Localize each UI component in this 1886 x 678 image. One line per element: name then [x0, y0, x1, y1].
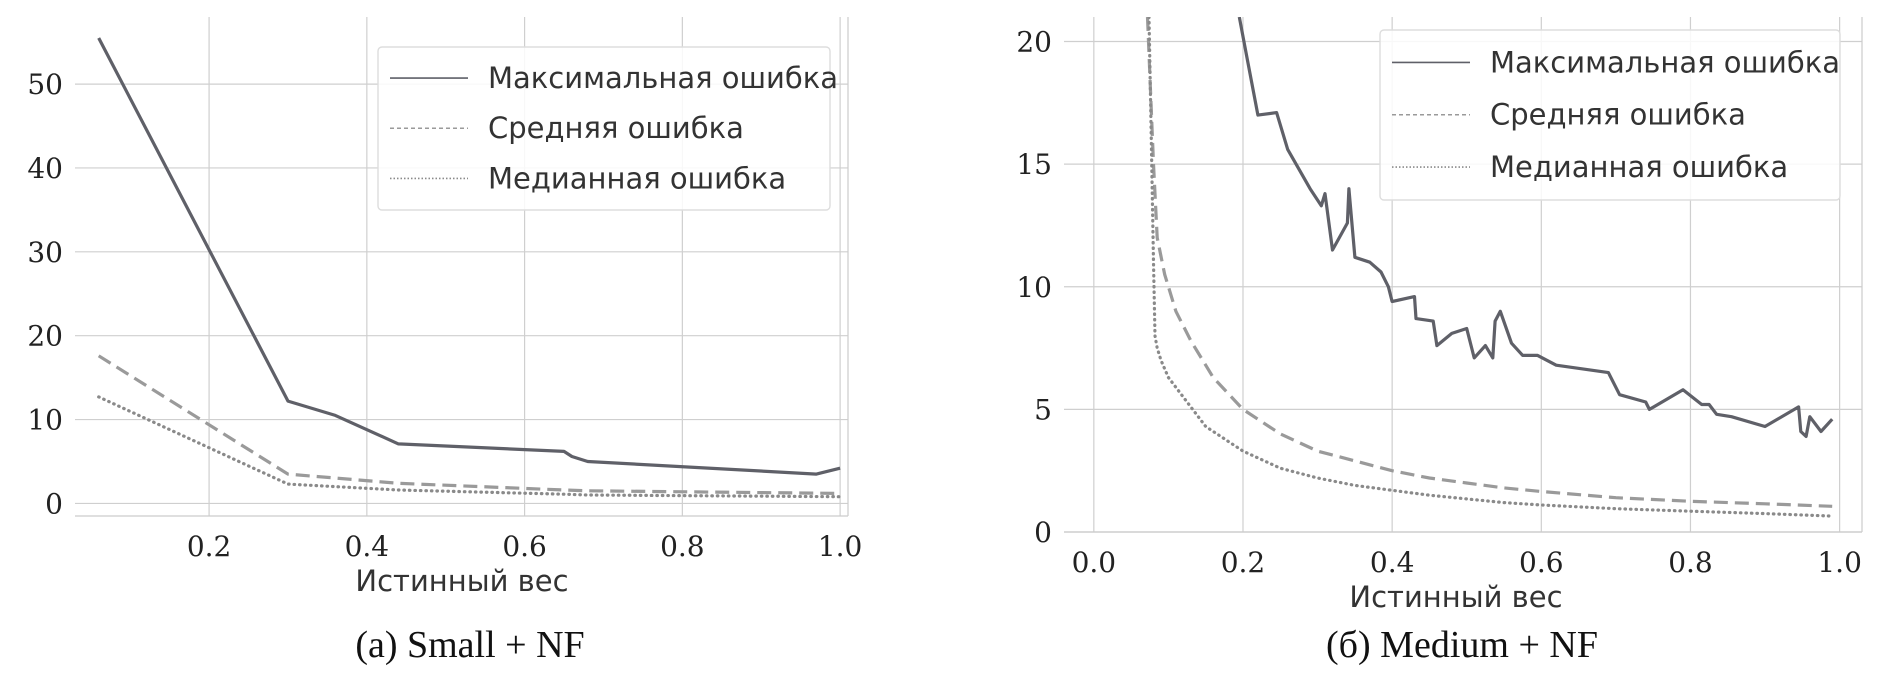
- series-line-1: [97, 37, 841, 476]
- chart-panel-medium-nf: 0.0 0.2 0.4 0.6 0.8 1.0 0 5 10 15 20 Истинный вес (б…: [1016, 17, 1863, 666]
- y-tick-label: 10: [1016, 271, 1052, 304]
- x-tick-label: 0.8: [1668, 546, 1713, 579]
- series-lines: [97, 37, 842, 499]
- x-tick-label: 0.0: [1072, 546, 1117, 579]
- x-tick-label: 1.0: [1817, 546, 1862, 579]
- legend-label-3: Медианная ошибка: [488, 161, 786, 195]
- y-tick-label: 0: [1034, 516, 1052, 549]
- x-tick-label: 1.0: [818, 530, 863, 563]
- legend: Максимальная ошибка Средняя ошибка Медианн…: [1379, 29, 1841, 201]
- x-tick-label: 0.6: [1519, 546, 1564, 579]
- panel-caption: (a) Small + NF: [355, 624, 584, 666]
- x-tick-label: 0.2: [1221, 546, 1266, 579]
- y-tick-label: 5: [1034, 393, 1052, 426]
- y-tick-label: 20: [27, 320, 63, 353]
- y-tick-label: 15: [1016, 148, 1052, 181]
- series-line-3: [97, 395, 842, 499]
- series-line-1: [1237, 17, 1834, 438]
- panel-caption: (б) Medium + NF: [1326, 624, 1598, 666]
- chart-panel-small-nf: 0.2 0.4 0.6 0.8 1.0 0 10 20 30 40 50 Истинный вес (a…: [27, 17, 862, 666]
- y-tick-label: 40: [27, 152, 63, 185]
- y-tick-label: 0: [45, 487, 63, 520]
- y-tick-label: 50: [27, 68, 63, 101]
- legend: Максимальная ошибка Средняя ошибка Медианн…: [377, 46, 838, 211]
- legend-label-3: Медианная ошибка: [1490, 150, 1788, 184]
- legend-frame: [377, 46, 831, 211]
- x-tick-label: 0.2: [187, 530, 232, 563]
- legend-label-1: Максимальная ошибка: [488, 61, 838, 95]
- y-tick-label: 10: [27, 404, 63, 437]
- x-tick-label: 0.8: [660, 530, 705, 563]
- series-lines: [1145, 17, 1834, 518]
- y-tick-label: 30: [27, 236, 63, 269]
- legend-frame: [1379, 29, 1841, 201]
- x-tick-label: 0.4: [345, 530, 390, 563]
- legend-label-2: Средняя ошибка: [1490, 98, 1746, 132]
- series-line-2: [1145, 17, 1833, 508]
- x-axis-label: Истинный вес: [355, 564, 568, 598]
- x-tick-label: 0.6: [502, 530, 547, 563]
- legend-label-1: Максимальная ошибка: [1490, 45, 1840, 79]
- y-tick-label: 20: [1016, 26, 1052, 59]
- legend-label-2: Средняя ошибка: [488, 111, 744, 145]
- series-line-2: [97, 354, 841, 495]
- x-axis-label: Истинный вес: [1349, 580, 1562, 614]
- x-tick-label: 0.4: [1370, 546, 1415, 579]
- series-line-3: [1147, 17, 1834, 518]
